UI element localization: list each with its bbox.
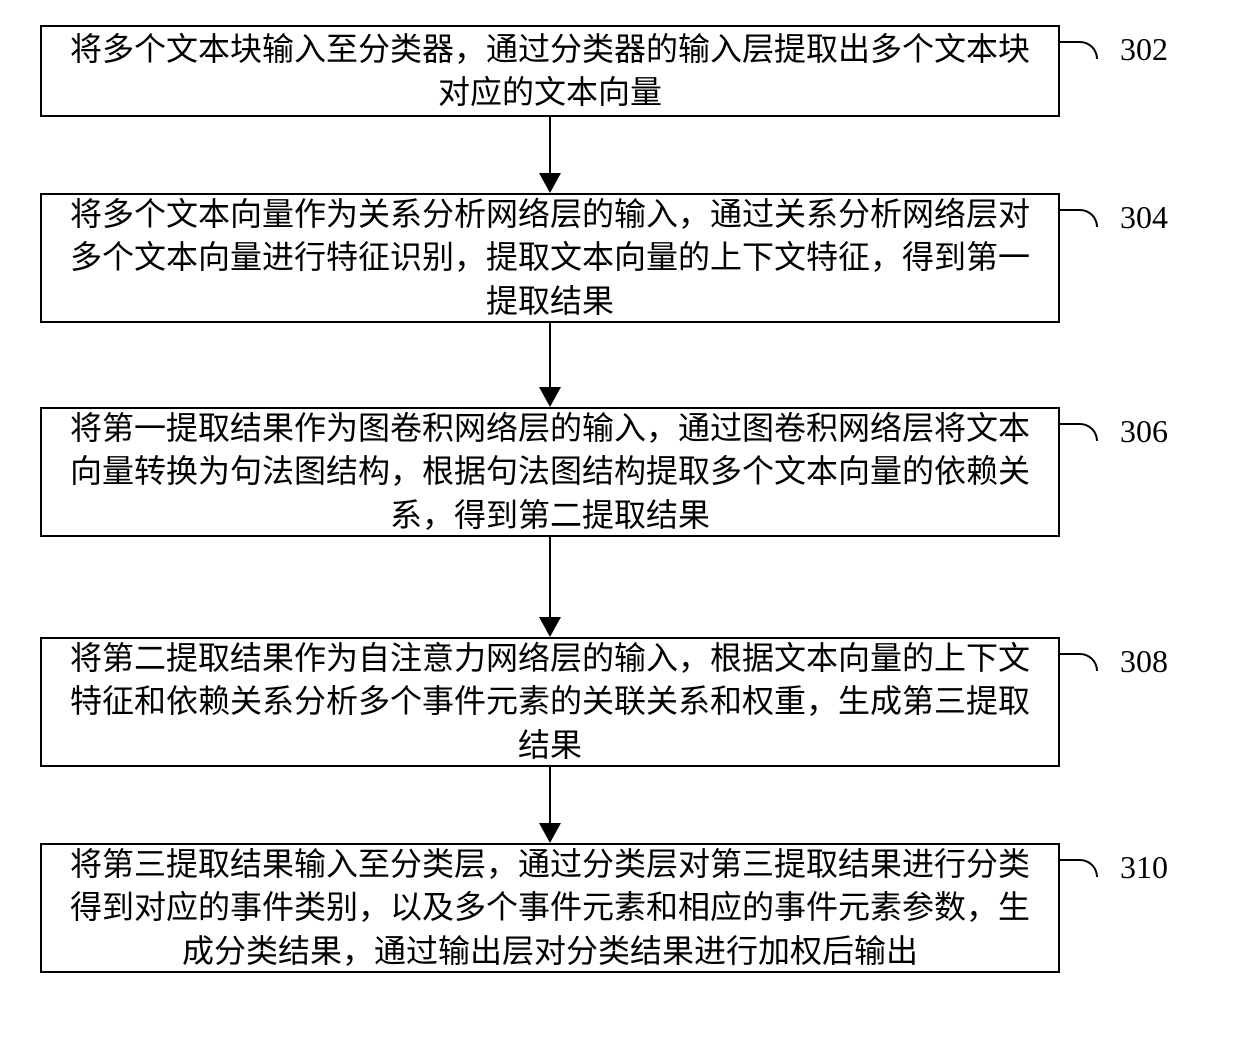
arrow-line <box>549 323 551 387</box>
arrow-line <box>549 537 551 617</box>
step-box-308: 将第二提取结果作为自注意力网络层的输入，根据文本向量的上下文特征和依赖关系分析多… <box>40 637 1060 767</box>
step-row-304: 将多个文本向量作为关系分析网络层的输入，通过关系分析网络层对多个文本向量进行特征… <box>40 193 1200 323</box>
arrow-down <box>40 323 1060 407</box>
step-row-306: 将第一提取结果作为图卷积网络层的输入，通过图卷积网络层将文本向量转换为句法图结构… <box>40 407 1200 537</box>
arrow-head-icon <box>539 617 561 637</box>
step-label-304: 304 <box>1120 199 1168 236</box>
flowchart-container: 将多个文本块输入至分类器，通过分类器的输入层提取出多个文本块对应的文本向量 302… <box>40 25 1200 973</box>
step-row-308: 将第二提取结果作为自注意力网络层的输入，根据文本向量的上下文特征和依赖关系分析多… <box>40 637 1200 767</box>
step-row-302: 将多个文本块输入至分类器，通过分类器的输入层提取出多个文本块对应的文本向量 302 <box>40 25 1200 117</box>
arrow-head-icon <box>539 387 561 407</box>
label-connector <box>1058 653 1098 671</box>
arrow-down <box>40 117 1060 193</box>
arrow-down <box>40 767 1060 843</box>
step-box-302: 将多个文本块输入至分类器，通过分类器的输入层提取出多个文本块对应的文本向量 <box>40 25 1060 117</box>
step-box-310: 将第三提取结果输入至分类层，通过分类层对第三提取结果进行分类得到对应的事件类别，… <box>40 843 1060 973</box>
label-connector <box>1058 209 1098 227</box>
step-label-306: 306 <box>1120 413 1168 450</box>
label-connector <box>1058 859 1098 877</box>
label-connector <box>1058 423 1098 441</box>
label-connector <box>1058 41 1098 59</box>
step-box-304: 将多个文本向量作为关系分析网络层的输入，通过关系分析网络层对多个文本向量进行特征… <box>40 193 1060 323</box>
step-label-302: 302 <box>1120 31 1168 68</box>
step-row-310: 将第三提取结果输入至分类层，通过分类层对第三提取结果进行分类得到对应的事件类别，… <box>40 843 1200 973</box>
arrow-line <box>549 117 551 173</box>
arrow-down <box>40 537 1060 637</box>
step-box-306: 将第一提取结果作为图卷积网络层的输入，通过图卷积网络层将文本向量转换为句法图结构… <box>40 407 1060 537</box>
arrow-head-icon <box>539 173 561 193</box>
step-label-308: 308 <box>1120 643 1168 680</box>
arrow-head-icon <box>539 823 561 843</box>
step-label-310: 310 <box>1120 849 1168 886</box>
arrow-line <box>549 767 551 823</box>
